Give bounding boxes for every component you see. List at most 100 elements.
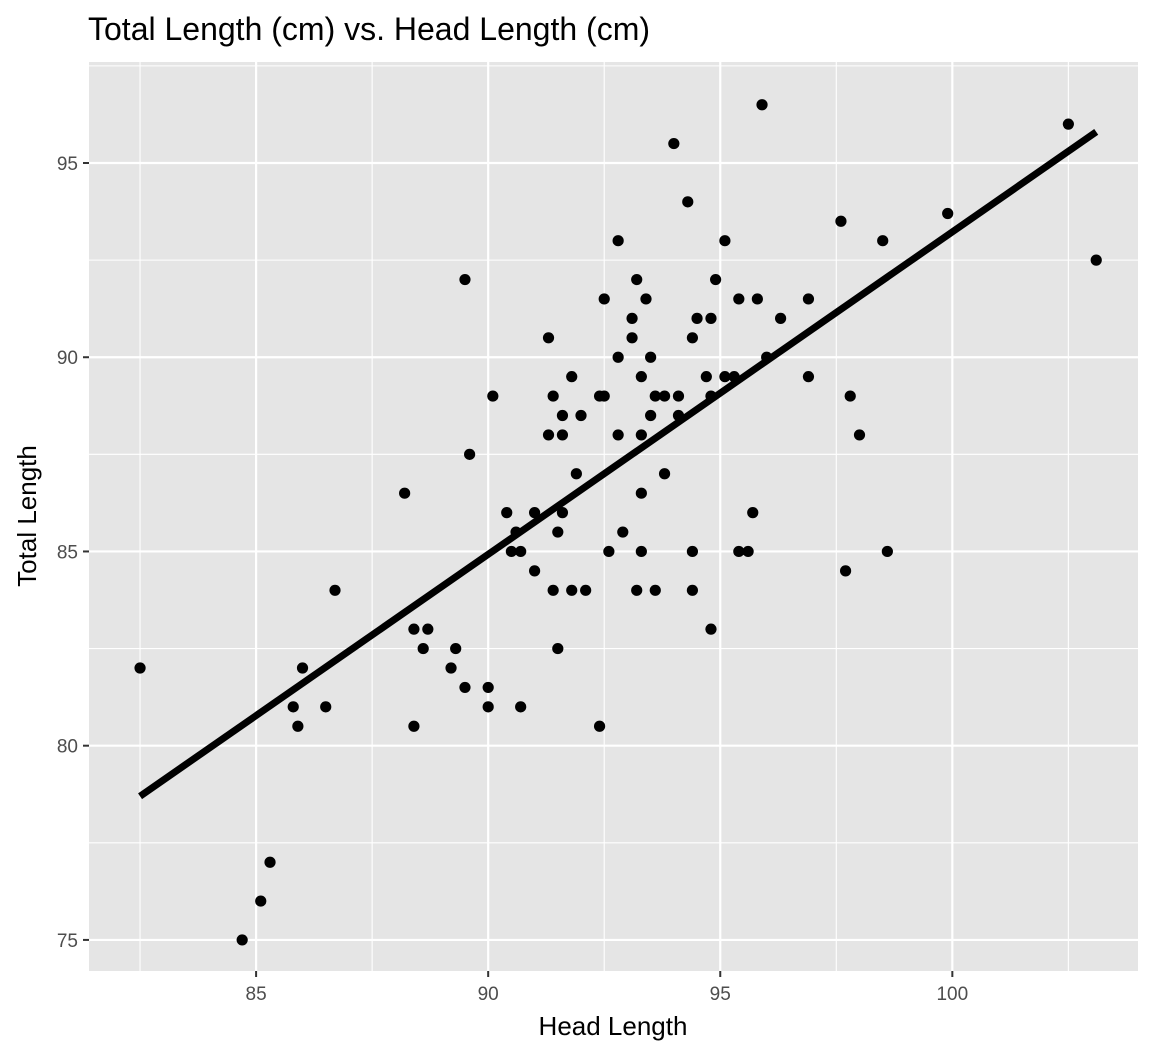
x-tick-label: 95 [710, 984, 731, 1005]
data-point [566, 584, 578, 596]
data-point [552, 642, 564, 655]
data-point [329, 584, 341, 596]
data-point [686, 545, 699, 558]
data-point [1062, 118, 1074, 130]
data-point [528, 507, 541, 519]
y-axis-title: Total Length [12, 445, 42, 587]
data-point [645, 351, 657, 363]
data-point [649, 584, 661, 596]
data-point [482, 701, 494, 713]
data-point [733, 545, 745, 558]
data-point [482, 681, 494, 694]
data-point [566, 371, 578, 383]
data-point [617, 526, 629, 538]
y-tick-label: 75 [57, 931, 78, 952]
data-point [635, 371, 647, 383]
data-point [802, 371, 815, 383]
data-point [942, 207, 954, 220]
data-point [464, 448, 476, 460]
x-tick-label: 100 [936, 984, 968, 1005]
data-point [547, 390, 559, 402]
y-tick-label: 85 [57, 542, 78, 563]
data-point [575, 409, 587, 422]
data-point [774, 312, 787, 324]
data-point [501, 507, 513, 519]
data-point [672, 390, 685, 402]
data-point [505, 545, 517, 558]
data-point [612, 429, 624, 441]
y-tick-label: 80 [57, 737, 78, 758]
data-point [686, 584, 699, 596]
data-point [658, 390, 671, 402]
data-point [408, 720, 420, 732]
data-point [742, 545, 754, 558]
data-point [719, 235, 731, 247]
data-point [686, 332, 699, 344]
data-point [668, 137, 680, 150]
data-point [700, 371, 712, 383]
data-point [635, 487, 647, 499]
data-point [635, 429, 647, 441]
data-point [658, 468, 671, 480]
chart-title: Total Length (cm) vs. Head Length (cm) [88, 11, 650, 47]
data-point [719, 371, 731, 383]
x-axis-title: Head Length [539, 1011, 688, 1041]
data-point [287, 701, 299, 713]
y-tick-label: 90 [57, 348, 78, 369]
data-point [408, 623, 420, 635]
data-point [598, 293, 610, 305]
data-point [399, 487, 411, 499]
data-point [640, 293, 652, 305]
data-point [1090, 254, 1102, 266]
data-point [839, 565, 852, 577]
data-point [612, 235, 624, 247]
data-point [515, 701, 527, 713]
data-point [747, 507, 759, 519]
data-point [691, 312, 703, 324]
data-point [603, 545, 615, 558]
data-point [853, 429, 866, 441]
data-point [422, 623, 434, 635]
data-point [580, 584, 592, 596]
data-point [255, 895, 267, 907]
data-point [417, 642, 429, 655]
data-point [556, 507, 569, 519]
data-point [645, 409, 657, 422]
data-point [593, 720, 606, 732]
x-axis: 85 90 95 100 [246, 971, 968, 1005]
data-point [547, 584, 559, 596]
data-point [881, 545, 893, 558]
data-point [631, 584, 643, 596]
regression-line [138, 129, 1099, 800]
y-axis: 75 80 85 90 95 [57, 154, 89, 952]
minor-gridlines [89, 62, 1138, 971]
data-point [612, 351, 624, 363]
data-point [320, 701, 332, 713]
data-point [835, 215, 847, 227]
data-point [751, 293, 763, 305]
data-point [487, 390, 499, 402]
data-point [528, 565, 541, 577]
data-point [733, 293, 745, 305]
data-point [649, 390, 661, 402]
data-point [450, 642, 462, 655]
data-point [542, 332, 555, 344]
data-point [598, 390, 610, 402]
plot-panel [89, 62, 1138, 971]
data-point [710, 273, 722, 286]
data-point [292, 720, 304, 732]
data-point [626, 332, 638, 344]
data-point [515, 545, 527, 558]
data-point [556, 409, 569, 422]
data-point [626, 312, 638, 324]
data-point [264, 856, 276, 868]
data-point [459, 681, 471, 694]
data-point [635, 545, 647, 558]
data-point [542, 429, 555, 441]
y-tick-label: 95 [57, 154, 78, 175]
data-point [631, 273, 643, 286]
x-tick-label: 90 [478, 984, 499, 1005]
data-point [877, 235, 889, 247]
